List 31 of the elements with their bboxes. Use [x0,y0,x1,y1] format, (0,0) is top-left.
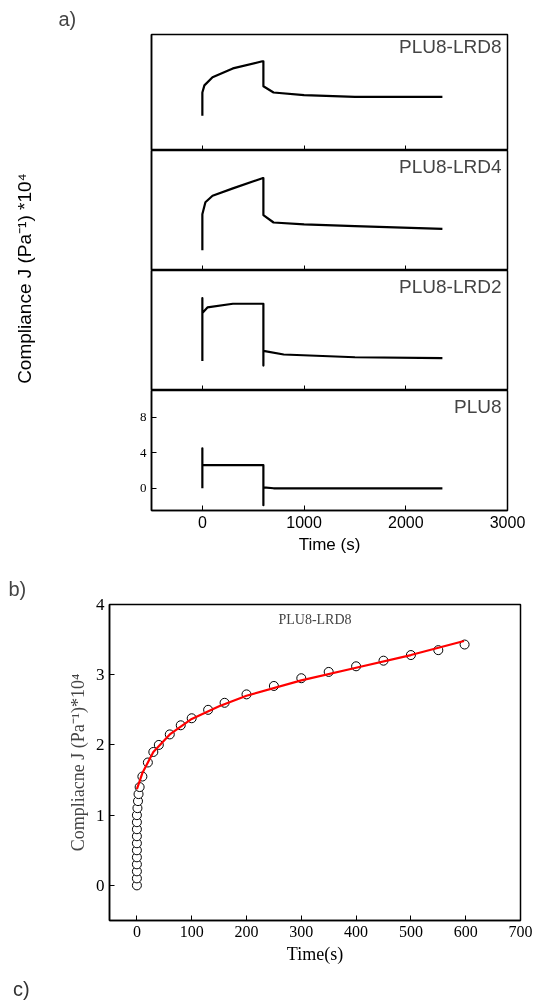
legend-label: PLU8-LRD4 [399,155,502,177]
y-tick-label: 1 [96,805,105,825]
x-tick-label: 700 [508,922,533,940]
legend-label: PLU8-LRD2 [399,275,502,297]
chart-title: b) [8,577,27,600]
y-tick-label: 8 [140,409,147,425]
y-tick-label: 0 [96,875,105,895]
x-tick-label: 500 [398,922,423,940]
x-tick-label: 100 [179,922,204,940]
x-tick-label: 3000 [489,513,526,531]
y-tick-label: 4 [96,595,105,614]
x-tick-label: 200 [234,922,259,940]
legend-label: PLU8 [453,395,502,417]
chart-title: a) [58,7,77,30]
y-axis-title: Compliance J (Pa⁻¹) *10⁴ [13,172,37,386]
text: PLU8-LRD8 [399,35,502,57]
text: c) [12,977,30,1001]
x-tick-label: 2000 [387,513,424,531]
y-tick-label: 2 [96,735,105,755]
x-tick-label: 1000 [286,513,322,531]
x-axis-title: Time (s) [298,534,361,554]
x-tick-label: 300 [289,922,314,940]
y-tick-label: 4 [140,444,147,460]
x-tick-label: 600 [453,922,478,940]
x-tick-label: 0 [197,513,207,531]
y-axis-title: Compliacne J (Pa⁻¹)*10⁴ [68,673,89,852]
x-axis-title: Time(s) [286,943,344,965]
x-tick-label: 400 [344,922,369,940]
y-tick-label: 0 [140,480,147,496]
text: PLU8-LRD8 [278,611,352,627]
y-tick-label: 3 [96,665,105,685]
